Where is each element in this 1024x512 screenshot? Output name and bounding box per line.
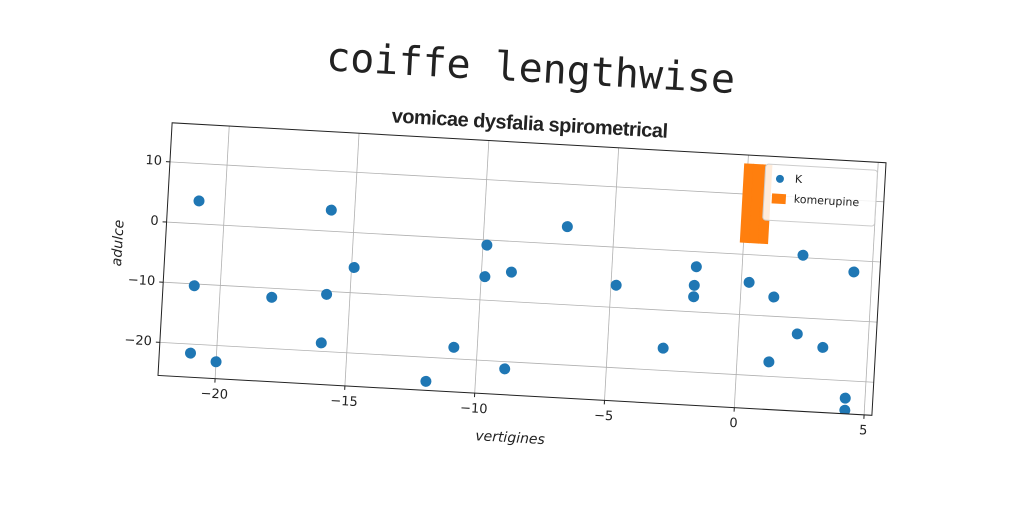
y-tick-label: 0 <box>150 214 159 229</box>
scatter-point <box>797 249 809 261</box>
scatter-point <box>193 195 205 207</box>
grid-line <box>474 140 490 394</box>
x-tick-label: 0 <box>729 416 738 431</box>
scatter-point <box>321 288 333 300</box>
scatter-point <box>315 337 327 349</box>
scatter-point <box>690 261 702 273</box>
grid-line <box>159 341 874 383</box>
plot-frame <box>157 122 887 416</box>
scatter-point <box>791 328 803 340</box>
y-tick-label: 10 <box>145 153 162 169</box>
scatter-point <box>561 221 573 233</box>
x-tick-label: −20 <box>200 386 228 403</box>
scatter-point <box>448 341 460 353</box>
scatter-point <box>688 291 700 303</box>
chart-title: coiffe lengthwise <box>325 34 736 103</box>
scatter-point <box>185 347 197 359</box>
y-tick-label: −20 <box>124 333 152 350</box>
rotated-chart: coiffe lengthwise vomicae dysfalia spiro… <box>109 34 887 448</box>
scatter-point <box>481 239 493 251</box>
x-axis-label: vertigines <box>475 428 545 448</box>
scatter-point <box>839 404 851 416</box>
scatter-point <box>479 271 491 283</box>
scatter-point <box>188 280 200 292</box>
scatter-point <box>499 363 511 375</box>
x-tick-label: −5 <box>594 408 614 424</box>
scatter-point <box>817 341 829 353</box>
scatter-point <box>348 262 360 274</box>
scatter-point <box>210 356 222 368</box>
x-tick-label: 5 <box>859 423 868 438</box>
scatter-point <box>763 356 775 368</box>
legend-label: komerupine <box>793 193 859 210</box>
legend-swatch <box>771 193 787 205</box>
scatter-point <box>848 266 860 278</box>
scatter-point <box>839 392 851 404</box>
scatter-point <box>610 279 622 291</box>
scatter-point <box>657 342 669 354</box>
scatter-point <box>688 279 700 291</box>
y-axis-label: adulce <box>109 219 128 266</box>
grid-line <box>604 147 620 401</box>
legend-box <box>762 163 878 227</box>
legend-swatch <box>775 174 784 183</box>
scatter-point <box>743 276 755 288</box>
legend-label: K <box>795 173 804 186</box>
scatter-point <box>768 291 780 303</box>
scatter-point <box>505 266 517 278</box>
scatter-point <box>325 204 337 216</box>
scatter-point <box>266 291 278 303</box>
scatter-point <box>420 375 432 387</box>
y-tick-label: −10 <box>127 273 155 290</box>
grid-line <box>166 221 881 263</box>
x-tick-label: −10 <box>460 401 488 418</box>
grid-line <box>214 125 230 379</box>
grid-line <box>163 281 878 323</box>
grid-line <box>344 133 360 386</box>
x-tick-label: −15 <box>330 394 358 411</box>
